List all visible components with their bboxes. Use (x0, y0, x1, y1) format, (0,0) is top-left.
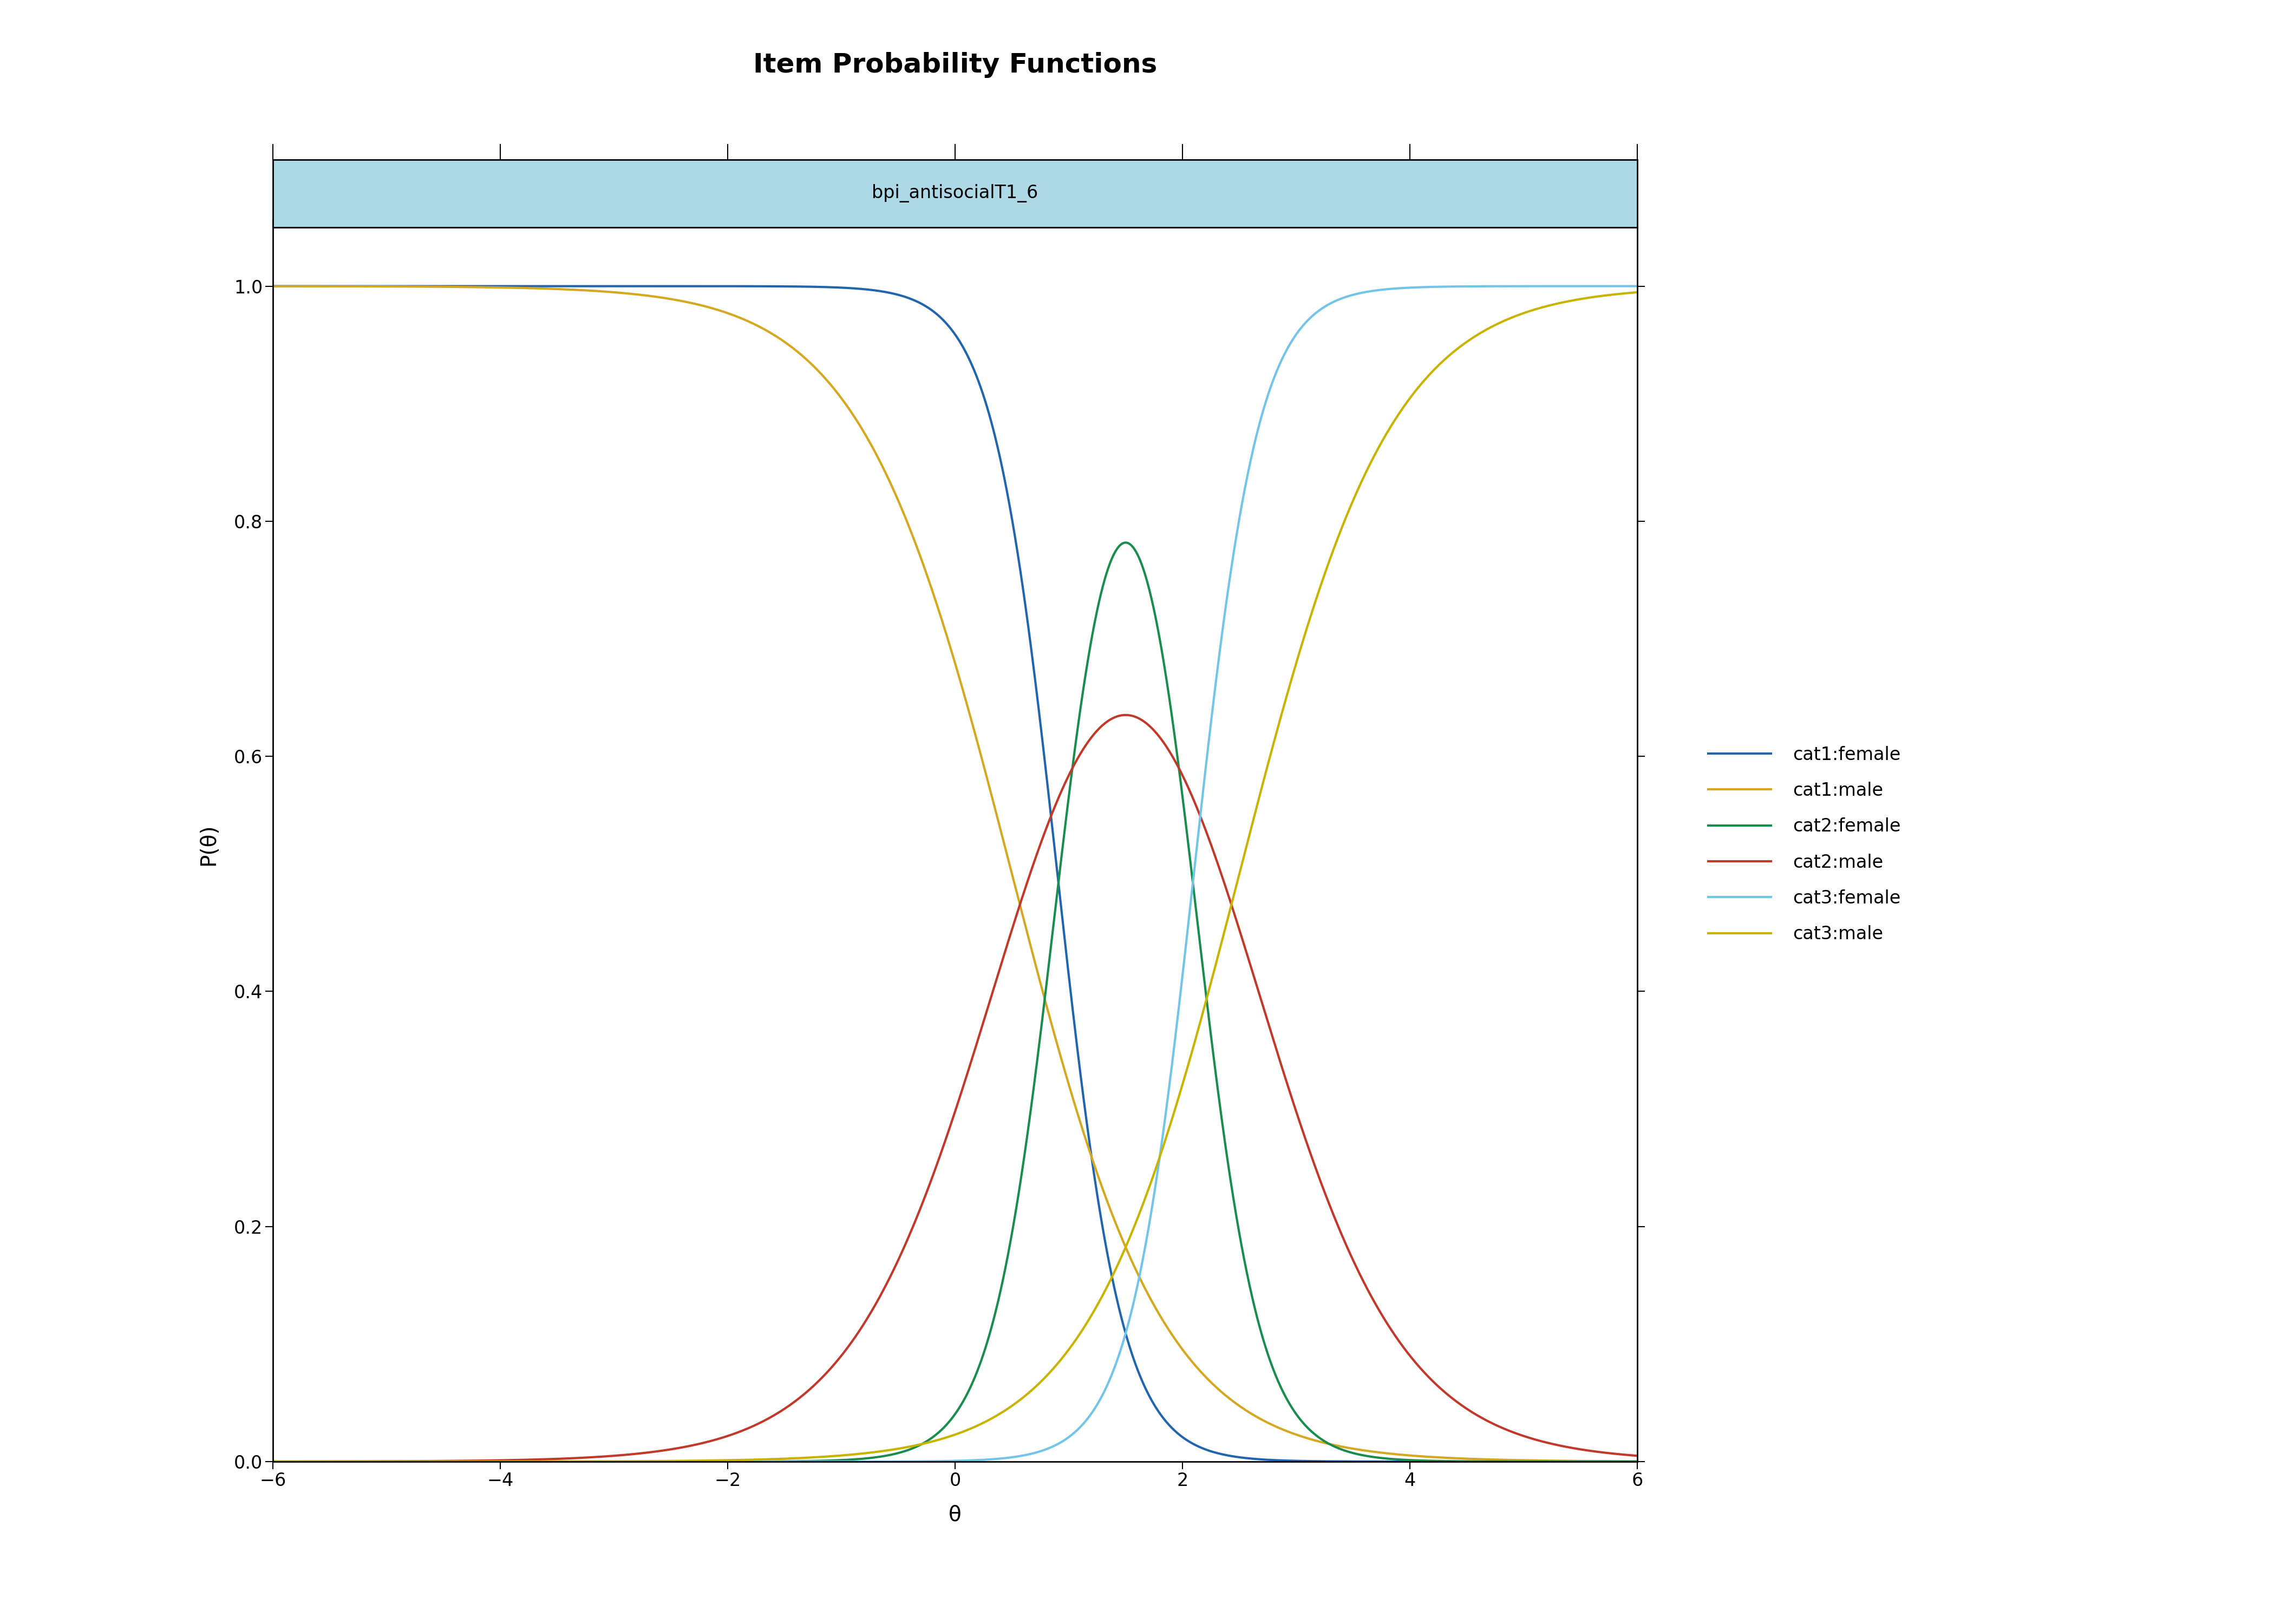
Text: Item Probability Functions: Item Probability Functions (753, 52, 1157, 78)
Y-axis label: P(θ): P(θ) (198, 823, 218, 866)
Legend: cat1:female, cat1:male, cat2:female, cat2:male, cat3:female, cat3:male: cat1:female, cat1:male, cat2:female, cat… (1701, 739, 1908, 950)
X-axis label: θ: θ (948, 1505, 962, 1525)
FancyBboxPatch shape (273, 159, 1637, 227)
Text: bpi_antisocialT1_6: bpi_antisocialT1_6 (871, 184, 1039, 203)
